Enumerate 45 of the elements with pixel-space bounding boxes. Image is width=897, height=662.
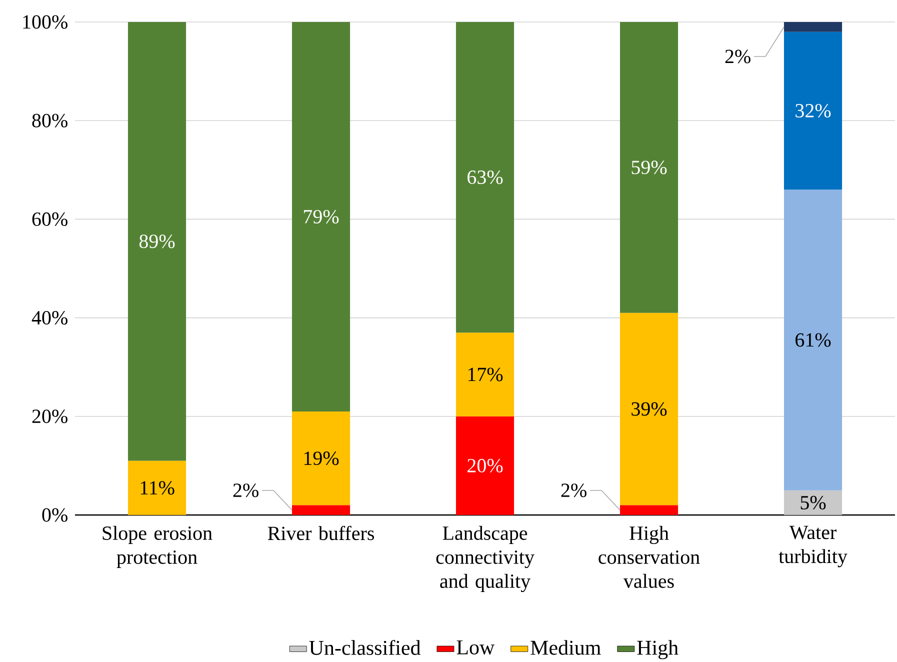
x-tick-label: Landscape connectivity and quality	[436, 526, 534, 592]
y-tick-label: 60%	[32, 212, 68, 226]
data-label: 2%	[233, 484, 258, 498]
bar	[456, 332, 514, 416]
y-tick-label: 100%	[23, 15, 68, 29]
data-label: 61%	[796, 333, 831, 347]
y-tick-label: 40%	[32, 311, 68, 325]
legend-label: High	[637, 640, 678, 660]
legend-label: Low	[456, 640, 495, 654]
bar	[292, 22, 350, 412]
x-tick-label: Slope erosion protection	[102, 526, 212, 568]
bar	[620, 22, 678, 313]
data-label: 20%	[468, 458, 503, 472]
bar	[620, 505, 678, 515]
legend-label: Medium	[530, 640, 601, 655]
bar	[128, 22, 186, 461]
y-tick-label: 0%	[42, 508, 68, 522]
x-tick-label: River buffers	[268, 526, 374, 540]
x-tick-label: High conservation values	[598, 526, 700, 588]
data-label: 89%	[139, 234, 175, 248]
data-label: 32%	[796, 104, 831, 118]
y-tick-label: 80%	[32, 114, 68, 128]
y-tick-label: 20%	[32, 410, 68, 424]
data-label: 2%	[561, 484, 586, 498]
data-label: 19%	[304, 452, 339, 466]
data-label: 2%	[725, 50, 750, 64]
data-label: 11%	[140, 481, 174, 495]
data-label: 17%	[468, 368, 503, 382]
bar	[784, 32, 842, 190]
bar	[784, 190, 842, 490]
data-label: 59%	[632, 160, 667, 174]
bar	[784, 490, 842, 515]
bar	[292, 505, 350, 515]
bar	[128, 460, 186, 515]
bar	[456, 22, 514, 333]
data-label: 63%	[468, 170, 503, 184]
legend-label: Un-classified	[309, 640, 421, 655]
bar	[784, 22, 842, 32]
data-label: 79%	[304, 210, 339, 224]
bar	[456, 416, 514, 515]
data-label: 5%	[800, 496, 826, 510]
x-tick-label: Water turbidity	[778, 526, 848, 568]
bar	[620, 312, 678, 506]
bar	[292, 411, 350, 506]
data-label: 39%	[632, 402, 667, 416]
